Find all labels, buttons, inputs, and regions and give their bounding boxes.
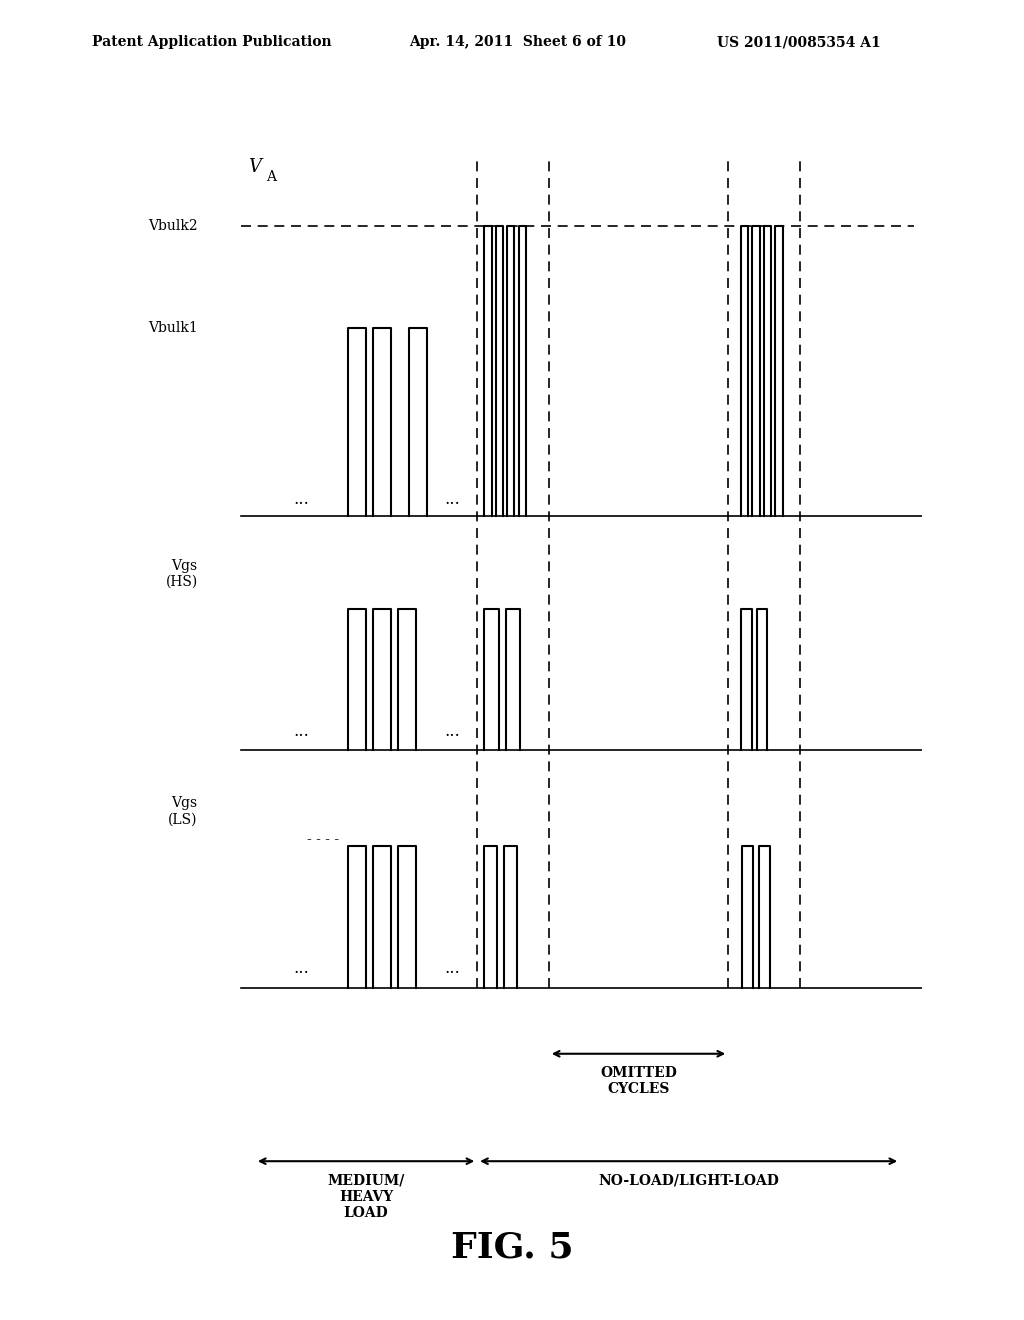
- Text: Vbulk1: Vbulk1: [147, 321, 198, 335]
- Text: - - - -: - - - -: [307, 833, 339, 847]
- Text: FIG. 5: FIG. 5: [451, 1230, 573, 1265]
- Text: Vgs
(HS): Vgs (HS): [166, 558, 198, 589]
- Text: ...: ...: [444, 722, 460, 739]
- Text: OMITTED
CYCLES: OMITTED CYCLES: [600, 1067, 677, 1096]
- Text: Apr. 14, 2011  Sheet 6 of 10: Apr. 14, 2011 Sheet 6 of 10: [410, 36, 627, 49]
- Text: ...: ...: [444, 491, 460, 508]
- Text: US 2011/0085354 A1: US 2011/0085354 A1: [717, 36, 881, 49]
- Text: ...: ...: [444, 960, 460, 977]
- Text: Vgs
(LS): Vgs (LS): [168, 796, 198, 826]
- Text: Vbulk2: Vbulk2: [148, 219, 198, 234]
- Text: ...: ...: [294, 491, 309, 508]
- Text: Patent Application Publication: Patent Application Publication: [92, 36, 332, 49]
- Text: A: A: [266, 170, 275, 183]
- Text: ...: ...: [294, 960, 309, 977]
- Text: NO-LOAD/LIGHT-LOAD: NO-LOAD/LIGHT-LOAD: [598, 1173, 779, 1188]
- Text: ...: ...: [294, 722, 309, 739]
- Text: V: V: [248, 158, 261, 177]
- Text: MEDIUM/
HEAVY
LOAD: MEDIUM/ HEAVY LOAD: [328, 1173, 404, 1220]
